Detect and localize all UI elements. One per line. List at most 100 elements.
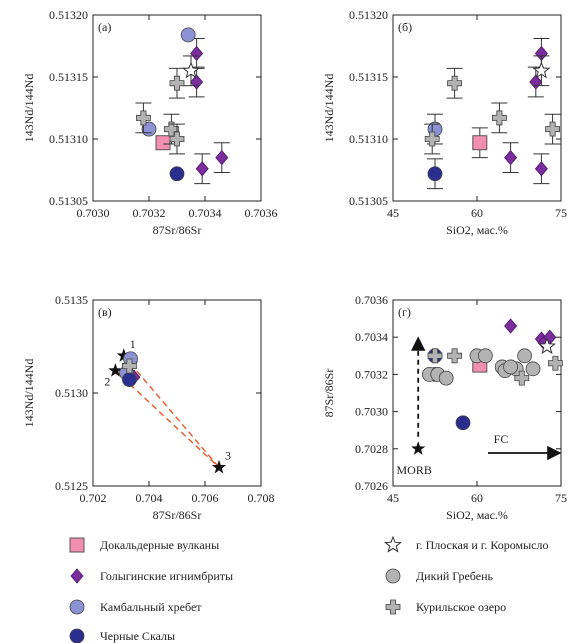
legend-label: Камбальный хребет — [100, 600, 202, 614]
point-dokaldernye — [472, 135, 488, 151]
x-tick-label: 45 — [387, 491, 399, 505]
panel-label: (б) — [398, 20, 412, 34]
plot-frame — [392, 14, 562, 202]
point-ploskaya — [532, 61, 551, 79]
point-kurilskoe — [545, 121, 560, 137]
x-tick-label: 0.708 — [248, 491, 275, 505]
point-golyginskie — [504, 149, 518, 166]
legend-label: Черные Скалы — [100, 629, 175, 643]
x-tick-label: 60 — [471, 206, 483, 220]
legend-label: Дикий Гребень — [416, 569, 493, 583]
point-kurilskoe — [169, 131, 185, 147]
point-dikiy — [517, 348, 532, 364]
plot-frame — [92, 299, 262, 487]
legend-marker-golyginskie — [70, 568, 84, 584]
y-tick-label: 0.7030 — [355, 405, 388, 419]
point-dokaldernye — [155, 135, 171, 151]
point-kurilskoe — [427, 348, 443, 364]
y-tick-label: 0.5135 — [55, 293, 88, 307]
point-kurilskoe — [447, 348, 462, 364]
legend-marker-kambalny — [69, 599, 85, 615]
x-tick-label: 0.702 — [80, 491, 107, 505]
panel-label: (в) — [98, 305, 112, 319]
point-golyginskie — [215, 149, 229, 166]
y-axis-label: 87Sr/86Sr — [322, 369, 336, 418]
point-kurilskoe — [447, 75, 462, 91]
legend-label: г. Плоская и г. Коромысло — [416, 538, 548, 552]
legend-marker-dokaldernye — [69, 537, 85, 553]
endmember-label: 2 — [104, 375, 110, 389]
point-kurilskoe — [548, 355, 563, 371]
plot-frame — [392, 299, 562, 487]
y-tick-label: 0.7026 — [355, 479, 388, 493]
y-tick-label: 0.51305 — [49, 194, 88, 208]
x-tick-label: 60 — [471, 491, 483, 505]
point-dikiy — [525, 361, 541, 377]
point-ploskaya — [182, 61, 200, 79]
y-axis-label: 143Nd/144Nd — [22, 359, 36, 428]
point-golyginskie — [190, 45, 204, 62]
endmember-star — [116, 348, 131, 362]
point-kurilskoe — [136, 110, 151, 126]
point-golyginskie — [504, 318, 518, 334]
mixing-line — [123, 355, 220, 468]
y-tick-label: 0.51320 — [49, 8, 88, 22]
fc-label: FC — [494, 432, 509, 446]
point-chernye — [121, 372, 137, 388]
morb-star — [411, 441, 426, 455]
legend-marker-chernye — [69, 628, 85, 643]
legend: Докальдерные вулканы Голыгинские игнимбри… — [69, 535, 548, 643]
legend-marker-kurilskoe — [385, 599, 401, 615]
mixing-line — [114, 370, 220, 468]
point-golyginskie — [190, 74, 204, 90]
x-tick-label: 0.7030 — [77, 206, 110, 220]
point-kurilskoe — [424, 131, 440, 147]
y-tick-label: 0.5130 — [55, 386, 88, 400]
point-dikiy — [477, 348, 493, 364]
panel-label: (а) — [98, 20, 111, 34]
x-axis-label: SiO2, мас.% — [446, 508, 508, 522]
y-tick-label: 0.51310 — [49, 132, 88, 146]
point-golyginskie — [534, 161, 548, 177]
x-tick-label: 75 — [555, 491, 567, 505]
point-golyginskie — [195, 161, 209, 177]
y-tick-label: 0.7036 — [355, 293, 388, 307]
panel-4: 45 60 75 0.7026 0.7028 0.7030 0.7032 0.7034 0.70… — [322, 293, 567, 522]
legend-label: Голыгинские игнимбриты — [100, 569, 233, 583]
legend-label: Курильское озеро — [416, 600, 506, 614]
x-tick-label: 0.7036 — [245, 206, 278, 220]
endmember-star — [108, 363, 123, 377]
y-tick-label: 0.51320 — [349, 8, 388, 22]
point-golyginskie — [529, 74, 543, 90]
plot-frame — [92, 14, 262, 202]
x-axis-label: 87Sr/86Sr — [153, 223, 202, 237]
x-tick-label: 45 — [387, 206, 399, 220]
endmember-star — [211, 459, 227, 474]
point-chernye — [427, 166, 443, 182]
point-ploskaya — [538, 337, 556, 355]
point-chernye — [169, 166, 185, 182]
panel-2: 45 60 75 0.51305 0.51310 0.51315 0.51320 (б) SiO… — [322, 8, 567, 237]
endmember-label: 1 — [130, 337, 136, 351]
y-tick-label: 0.5125 — [55, 479, 88, 493]
panel-3: 0.702 0.704 0.706 0.708 0.5125 0.5130 0.5135 (в… — [22, 293, 275, 522]
y-tick-label: 0.7034 — [355, 330, 388, 344]
legend-marker-dikiy — [385, 568, 401, 584]
point-kurilskoe — [492, 110, 507, 126]
point-dikiy — [438, 370, 454, 386]
point-dikiy — [503, 359, 519, 375]
x-axis-label: 87Sr/86Sr — [153, 508, 202, 522]
y-tick-label: 0.51310 — [349, 132, 388, 146]
legend-marker-ploskaya — [384, 535, 402, 553]
y-tick-label: 0.51305 — [349, 194, 388, 208]
x-tick-label: 0.7032 — [133, 206, 166, 220]
point-kurilskoe — [122, 358, 137, 374]
x-tick-label: 75 — [555, 206, 567, 220]
legend-label: Докальдерные вулканы — [100, 538, 219, 552]
x-tick-label: 0.706 — [192, 491, 219, 505]
y-tick-label: 0.7028 — [355, 442, 388, 456]
y-axis-label: 143Nd/144Nd — [22, 74, 36, 143]
y-tick-label: 0.51315 — [349, 70, 388, 84]
point-kurilskoe — [514, 370, 530, 386]
